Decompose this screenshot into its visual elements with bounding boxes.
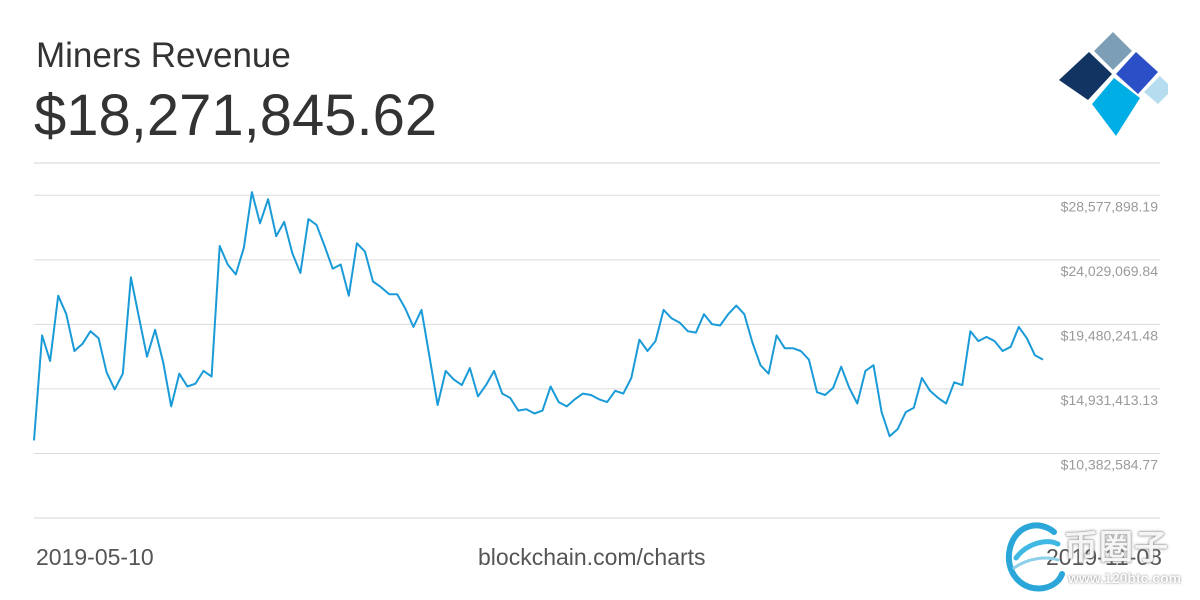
chart-title: Miners Revenue	[36, 36, 291, 75]
watermark-name: 币圈子	[1064, 528, 1169, 568]
x-end-date-label: 2019-11-08	[1046, 544, 1162, 570]
gridlines	[34, 162, 1160, 519]
watermark-url: www.120btc.com	[1068, 570, 1182, 586]
logo-far-right-tile	[1144, 76, 1168, 104]
watermark-e-logo-icon	[1005, 522, 1065, 592]
logo-top-tile	[1094, 32, 1132, 70]
y-tick-label: $10,382,584.77	[1061, 456, 1159, 472]
y-tick-label: $14,931,413.13	[1061, 392, 1159, 408]
logo-right-tile	[1116, 52, 1158, 94]
logo-left-tile	[1059, 52, 1112, 100]
y-tick-label: $19,480,241.48	[1061, 327, 1159, 343]
blockchain-logo-icon	[1059, 32, 1168, 136]
source-label: blockchain.com/charts	[478, 544, 706, 570]
y-tick-label: $28,577,898.19	[1061, 198, 1159, 214]
headline-value: $18,271,845.62	[34, 83, 438, 148]
watermark: 币圈子 www.120btc.com	[1002, 518, 1198, 598]
y-tick-label: $24,029,069.84	[1061, 263, 1159, 279]
series-line-miners-revenue	[33, 191, 1044, 441]
y-axis-tick-labels: $28,577,898.19 $24,029,069.84 $19,480,241.…	[1061, 198, 1159, 472]
logo-bottom-tile	[1092, 78, 1140, 136]
x-start-date-label: 2019-05-10	[36, 544, 154, 570]
